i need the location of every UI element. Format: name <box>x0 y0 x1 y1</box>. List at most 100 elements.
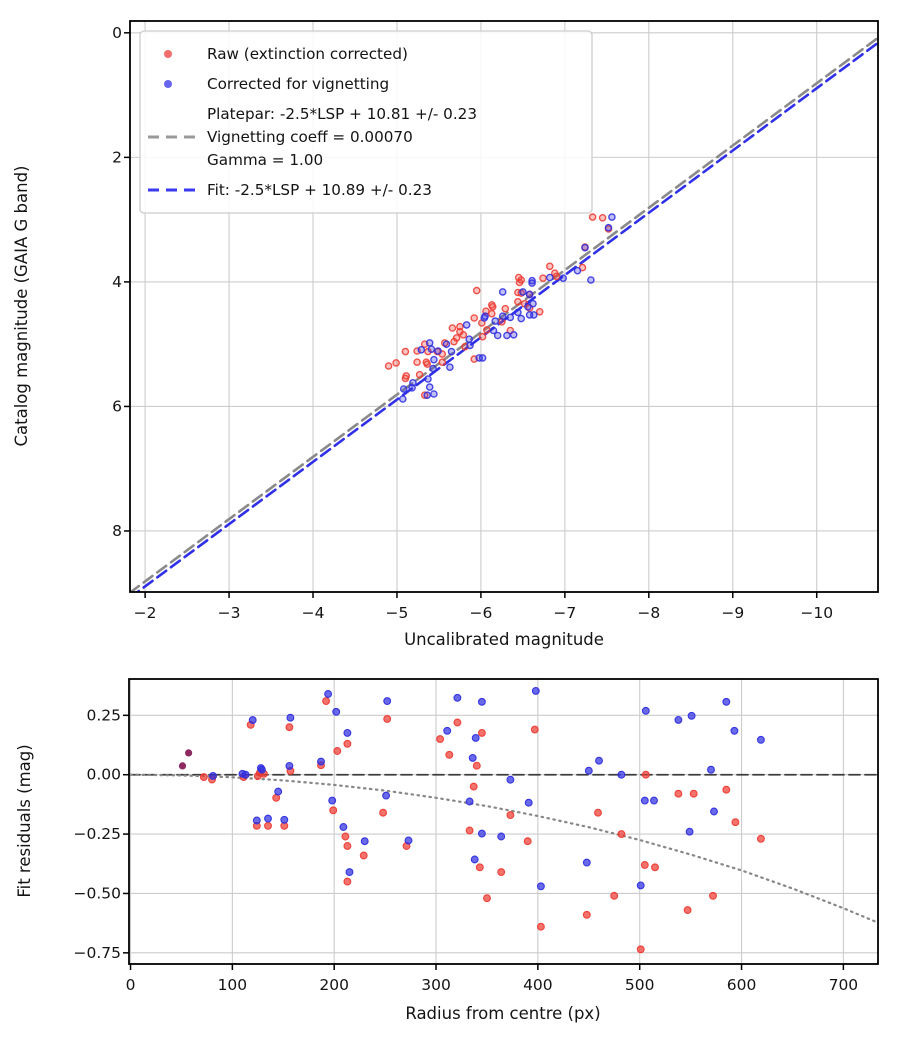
scatter-point <box>285 761 294 770</box>
scatter-point <box>470 314 479 322</box>
x-tick-label: −7 <box>553 604 576 622</box>
scatter-point <box>477 697 486 706</box>
scatter-point <box>529 299 537 308</box>
scatter-point <box>478 332 487 341</box>
scatter-point <box>430 355 438 364</box>
scatter-point <box>341 832 350 841</box>
x-tick-label: −4 <box>302 604 325 622</box>
residuals-chart: 0 100 200 300 400 500 600 700 0.25 0.00 −0.25 −0.50… <box>15 678 879 1023</box>
scatter-point <box>722 785 731 794</box>
scatter-point <box>524 798 533 807</box>
scatter-point <box>442 340 451 349</box>
scatter-point <box>689 789 698 798</box>
scatter-point <box>587 276 595 284</box>
magnitude-fit-ylabel: Catalog magnitude (GAIA G band) <box>12 166 31 447</box>
scatter-point <box>546 273 554 282</box>
scatter-point <box>322 697 331 706</box>
scatter-point <box>339 823 348 831</box>
scatter-point <box>257 765 266 774</box>
scatter-point <box>438 358 447 367</box>
scatter-point <box>608 213 616 221</box>
legend-box <box>139 30 593 214</box>
scatter-point <box>425 383 434 391</box>
scatter-point <box>383 714 392 723</box>
residuals-spines <box>128 678 879 965</box>
scatter-point <box>525 311 534 319</box>
scatter-point <box>756 834 765 843</box>
scatter-point <box>536 882 545 891</box>
scatter-point <box>517 314 526 323</box>
residuals-xlabel: Radius from centre (px) <box>405 1004 600 1023</box>
scatter-point <box>480 314 489 322</box>
x-tick-label: 700 <box>829 976 859 994</box>
scatter-point <box>651 863 659 872</box>
scatter-point <box>427 345 436 354</box>
scatter-point <box>472 286 481 295</box>
scatter-point <box>343 842 352 850</box>
scatter-point <box>469 782 478 791</box>
y-tick-label: 0.25 <box>86 706 121 724</box>
scatter-point <box>707 765 715 774</box>
scatter-point <box>399 385 408 393</box>
scatter-point <box>466 341 474 350</box>
scatter-point <box>482 326 491 334</box>
scatter-point <box>477 829 486 838</box>
scatter-point <box>329 806 338 815</box>
scatter-point <box>531 686 540 695</box>
scatter-point <box>443 726 452 735</box>
scatter-point <box>604 223 613 232</box>
scatter-point <box>343 728 352 737</box>
scatter-point <box>264 814 272 823</box>
scatter-point <box>185 749 193 757</box>
scatter-point <box>434 347 442 355</box>
scatter-point <box>209 771 217 780</box>
scatter-point <box>640 796 649 805</box>
legend-marker-dot <box>164 80 172 88</box>
scatter-point <box>445 750 454 759</box>
y-tick-label: −0.75 <box>74 944 122 962</box>
y-tick-label: 0.00 <box>86 766 121 784</box>
scatter-point <box>404 836 413 845</box>
scatter-point <box>178 762 187 770</box>
scatter-point <box>640 861 649 869</box>
scatter-point <box>546 262 554 271</box>
scatter-point <box>674 715 683 724</box>
scatter-point <box>417 345 426 354</box>
scatter-point <box>384 362 393 370</box>
y-tick-label: −0.25 <box>74 825 122 843</box>
scatter-point <box>636 881 645 890</box>
scatter-point <box>489 326 498 335</box>
platepar-line <box>130 36 878 592</box>
scatter-point <box>448 324 457 332</box>
scatter-point <box>423 360 432 368</box>
residuals-series-2 <box>178 749 193 770</box>
scatter-point <box>274 787 283 796</box>
scatter-point <box>650 796 658 805</box>
scatter-point <box>248 716 257 725</box>
scatter-point <box>539 274 547 283</box>
y-tick-label: −0.50 <box>74 884 122 902</box>
scatter-point <box>343 877 352 886</box>
scatter-point <box>360 837 369 846</box>
x-tick-label: 300 <box>421 976 451 994</box>
scatter-point <box>429 364 437 373</box>
residuals-series-0 <box>199 697 765 954</box>
scatter-point <box>452 334 461 342</box>
y-tick-label: 6 <box>112 397 122 415</box>
scatter-point <box>470 855 479 864</box>
residuals-ylabel: Fit residuals (mag) <box>15 744 34 897</box>
x-tick-label: 500 <box>625 976 655 994</box>
scatter-point <box>456 322 464 331</box>
scatter-point <box>552 272 561 281</box>
x-tick-label: 400 <box>523 976 553 994</box>
x-tick-label: −10 <box>800 604 833 622</box>
legend-label: Raw (extinction corrected) <box>207 45 408 63</box>
scatter-point <box>317 757 325 766</box>
scatter-point <box>730 726 739 735</box>
magnitude-fit-chart: −2 −3 −4 −5 −6 −7 −8 −9 −10 0 2 4 6 8 Uncalibrated mag… <box>12 20 879 649</box>
legend-label: Platepar: -2.5*LSP + 10.81 +/- 0.23 <box>207 105 477 123</box>
x-tick-label: −8 <box>637 604 660 622</box>
scatter-point <box>514 297 522 306</box>
y-tick-label: 8 <box>112 522 122 540</box>
scatter-point <box>199 773 208 782</box>
